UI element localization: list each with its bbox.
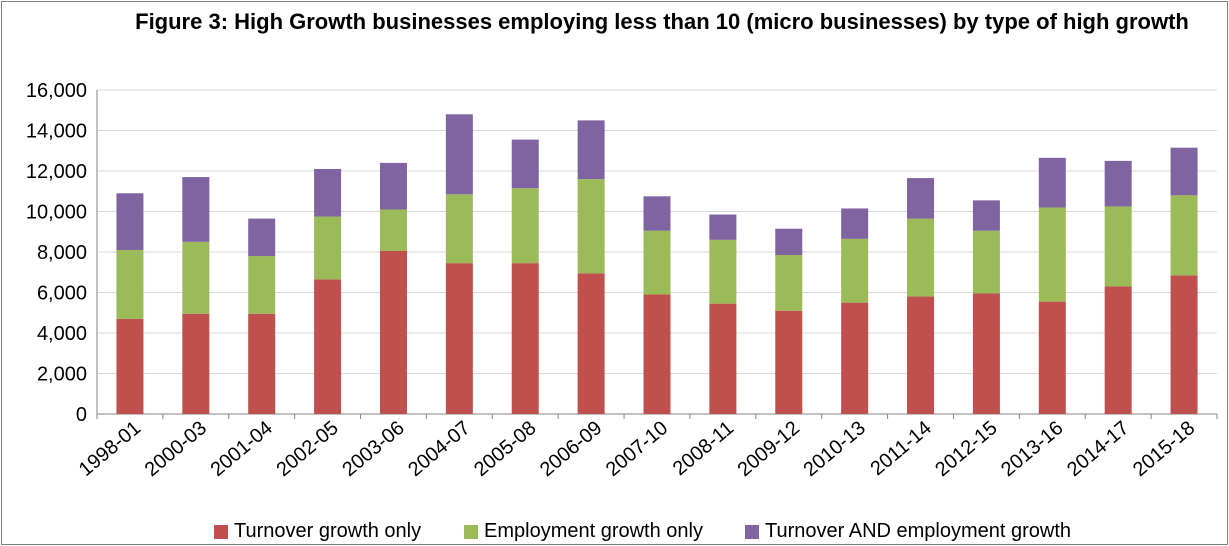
bar-segment-1 [1039, 302, 1066, 414]
bar-segment-1 [1105, 286, 1132, 414]
bar-segment-1 [380, 251, 407, 414]
bar-segment-1 [116, 319, 143, 414]
x-tick-label: 2008-11 [669, 417, 738, 480]
bar-segment-2 [973, 231, 1000, 294]
x-tick-label: 2002-05 [272, 417, 342, 481]
bar-segment-2 [775, 255, 802, 311]
x-tick-label: 2014-17 [1063, 417, 1133, 481]
x-tick-label: 2005-08 [470, 417, 540, 481]
legend: Turnover growth only Employment growth o… [2, 520, 1227, 544]
bar-segment-1 [644, 295, 671, 414]
bar-segment-3 [446, 114, 473, 194]
x-tick-label: 1998-01 [75, 417, 145, 481]
bar-segment-2 [314, 217, 341, 280]
bar-segment-1 [907, 297, 934, 414]
bar-segment-1 [248, 314, 275, 414]
bar-segment-2 [709, 240, 736, 304]
y-tick-label: 12,000 [26, 161, 87, 183]
legend-label-turnover: Turnover growth only [234, 520, 421, 543]
legend-swatch-turnover [214, 525, 228, 539]
bar-segment-3 [1039, 158, 1066, 208]
legend-item-turnover: Turnover growth only [214, 520, 421, 543]
bar-segment-3 [578, 120, 605, 179]
bar-segment-3 [1171, 148, 1198, 196]
bar-segment-2 [1039, 207, 1066, 301]
legend-label-both: Turnover AND employment growth [765, 520, 1071, 543]
x-tick-label: 2013-16 [997, 417, 1067, 481]
y-tick-label: 0 [76, 404, 87, 426]
bar-segment-2 [1105, 206, 1132, 286]
y-tick-label: 8,000 [37, 242, 87, 264]
bar-segment-1 [314, 279, 341, 414]
x-tick-label: 2007-10 [602, 417, 672, 481]
bar-segment-3 [314, 169, 341, 217]
bar-segment-3 [709, 215, 736, 240]
x-tick-label: 2010-13 [799, 417, 869, 481]
legend-label-employment: Employment growth only [484, 520, 703, 543]
bar-segment-1 [1171, 275, 1198, 414]
x-tick-label: 2012-15 [931, 417, 1001, 481]
x-tick-label: 2001-04 [207, 417, 277, 481]
bar-segment-1 [512, 263, 539, 414]
bar-segment-2 [182, 242, 209, 314]
y-tick-label: 2,000 [37, 364, 87, 386]
bar-segment-2 [1171, 195, 1198, 275]
legend-swatch-employment [464, 525, 478, 539]
bar-segment-3 [248, 219, 275, 256]
x-tick-label: 2003-06 [338, 417, 408, 481]
y-tick-label: 10,000 [26, 202, 87, 224]
bar-segment-1 [973, 294, 1000, 414]
bar-segment-3 [907, 178, 934, 219]
bar-segment-2 [578, 179, 605, 273]
x-tick-label: 2004-07 [404, 417, 474, 481]
y-tick-label: 6,000 [37, 283, 87, 305]
y-tick-label: 4,000 [37, 323, 87, 345]
bar-segment-3 [973, 200, 1000, 230]
x-tick-label: 2000-03 [141, 417, 211, 481]
legend-item-both: Turnover AND employment growth [745, 520, 1071, 543]
bar-segment-3 [380, 163, 407, 210]
bar-segment-3 [182, 177, 209, 242]
x-tick-label: 2011-14 [867, 417, 936, 480]
bar-segment-1 [446, 263, 473, 414]
bar-segment-2 [380, 209, 407, 251]
x-tick-label: 2015-18 [1129, 417, 1199, 481]
bar-segment-3 [775, 229, 802, 255]
bar-segment-3 [512, 140, 539, 189]
bar-segment-2 [116, 250, 143, 319]
y-tick-label: 14,000 [26, 121, 87, 143]
bar-segment-2 [644, 231, 671, 295]
bar-segment-2 [512, 188, 539, 263]
bar-segment-1 [775, 311, 802, 414]
y-tick-label: 16,000 [26, 80, 87, 102]
legend-item-employment: Employment growth only [464, 520, 703, 543]
bar-segment-2 [907, 219, 934, 297]
bar-segment-3 [116, 193, 143, 250]
bar-segment-2 [248, 256, 275, 314]
bar-segment-1 [578, 273, 605, 414]
bar-segment-1 [182, 314, 209, 414]
bar-segment-2 [841, 239, 868, 303]
bar-segment-3 [1105, 161, 1132, 207]
bar-segment-1 [841, 303, 868, 414]
bar-segment-3 [841, 208, 868, 238]
x-tick-label: 2006-09 [536, 417, 606, 481]
bar-segment-3 [644, 196, 671, 230]
legend-swatch-both [745, 525, 759, 539]
bar-segment-2 [446, 194, 473, 263]
bar-segment-1 [709, 304, 736, 414]
x-tick-label: 2009-12 [734, 417, 804, 481]
